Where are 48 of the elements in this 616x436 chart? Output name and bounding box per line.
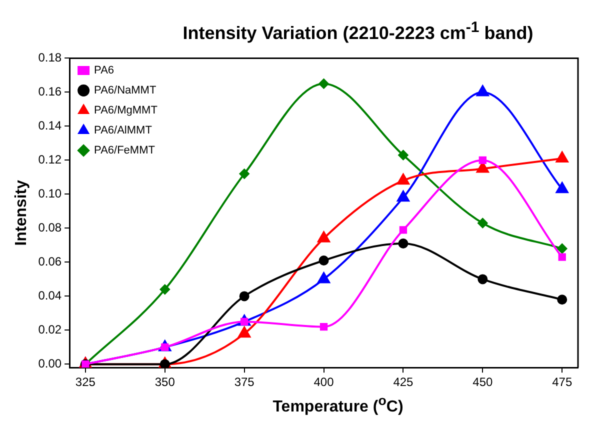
x-tick-label: 350 — [154, 375, 176, 390]
point — [558, 253, 566, 261]
y-tick-label: 0.02 — [38, 322, 62, 337]
y-tick-label: 0.10 — [38, 186, 62, 201]
y-tick-label: 0.04 — [38, 288, 62, 303]
point — [239, 291, 250, 302]
legend-label: PA6/MgMMT — [94, 104, 158, 117]
point — [397, 174, 410, 185]
y-tick-label: 0.00 — [38, 356, 62, 371]
x-axis-title: Temperature ($^{o}$C) — [272, 393, 404, 416]
x-tick-label: 425 — [393, 375, 414, 390]
point — [557, 244, 568, 254]
point — [318, 256, 329, 266]
point — [160, 284, 170, 294]
legend-label: PA6/FeMMT — [94, 144, 156, 157]
y-tick-label: 0.18 — [38, 50, 62, 65]
legend-label: PA6/AlMMT — [94, 124, 152, 137]
point — [478, 218, 488, 228]
y-axis-title: Intensity — [13, 180, 30, 246]
point — [399, 226, 408, 234]
point — [556, 182, 568, 194]
point — [556, 152, 568, 162]
point — [397, 190, 410, 202]
x-tick-label: 375 — [234, 375, 255, 390]
point — [557, 294, 568, 305]
point — [239, 168, 250, 179]
y-tick-label: 0.08 — [38, 220, 62, 235]
point — [320, 322, 328, 331]
legend-label: PA6 — [94, 64, 114, 77]
point — [478, 156, 486, 164]
y-tick-label: 0.14 — [38, 118, 62, 133]
point — [398, 150, 408, 160]
point — [478, 274, 488, 284]
legend-label: PA6/NaMMT — [94, 84, 156, 97]
x-tick-label: 475 — [552, 375, 572, 390]
point — [238, 326, 251, 338]
point — [318, 78, 329, 89]
y-tick-label: 0.16 — [38, 84, 62, 99]
chart-title: Intensity Variation (2210-2223 cm$^{-1}$ band) — [182, 18, 534, 45]
x-tick-label: 400 — [314, 375, 334, 390]
point — [318, 231, 330, 242]
point — [476, 85, 489, 96]
point — [318, 272, 330, 284]
y-tick-label: 0.12 — [38, 152, 62, 167]
x-tick-label: 450 — [472, 375, 493, 390]
x-tick-label: 325 — [75, 375, 96, 390]
y-tick-label: 0.06 — [38, 254, 62, 269]
point — [398, 238, 408, 248]
